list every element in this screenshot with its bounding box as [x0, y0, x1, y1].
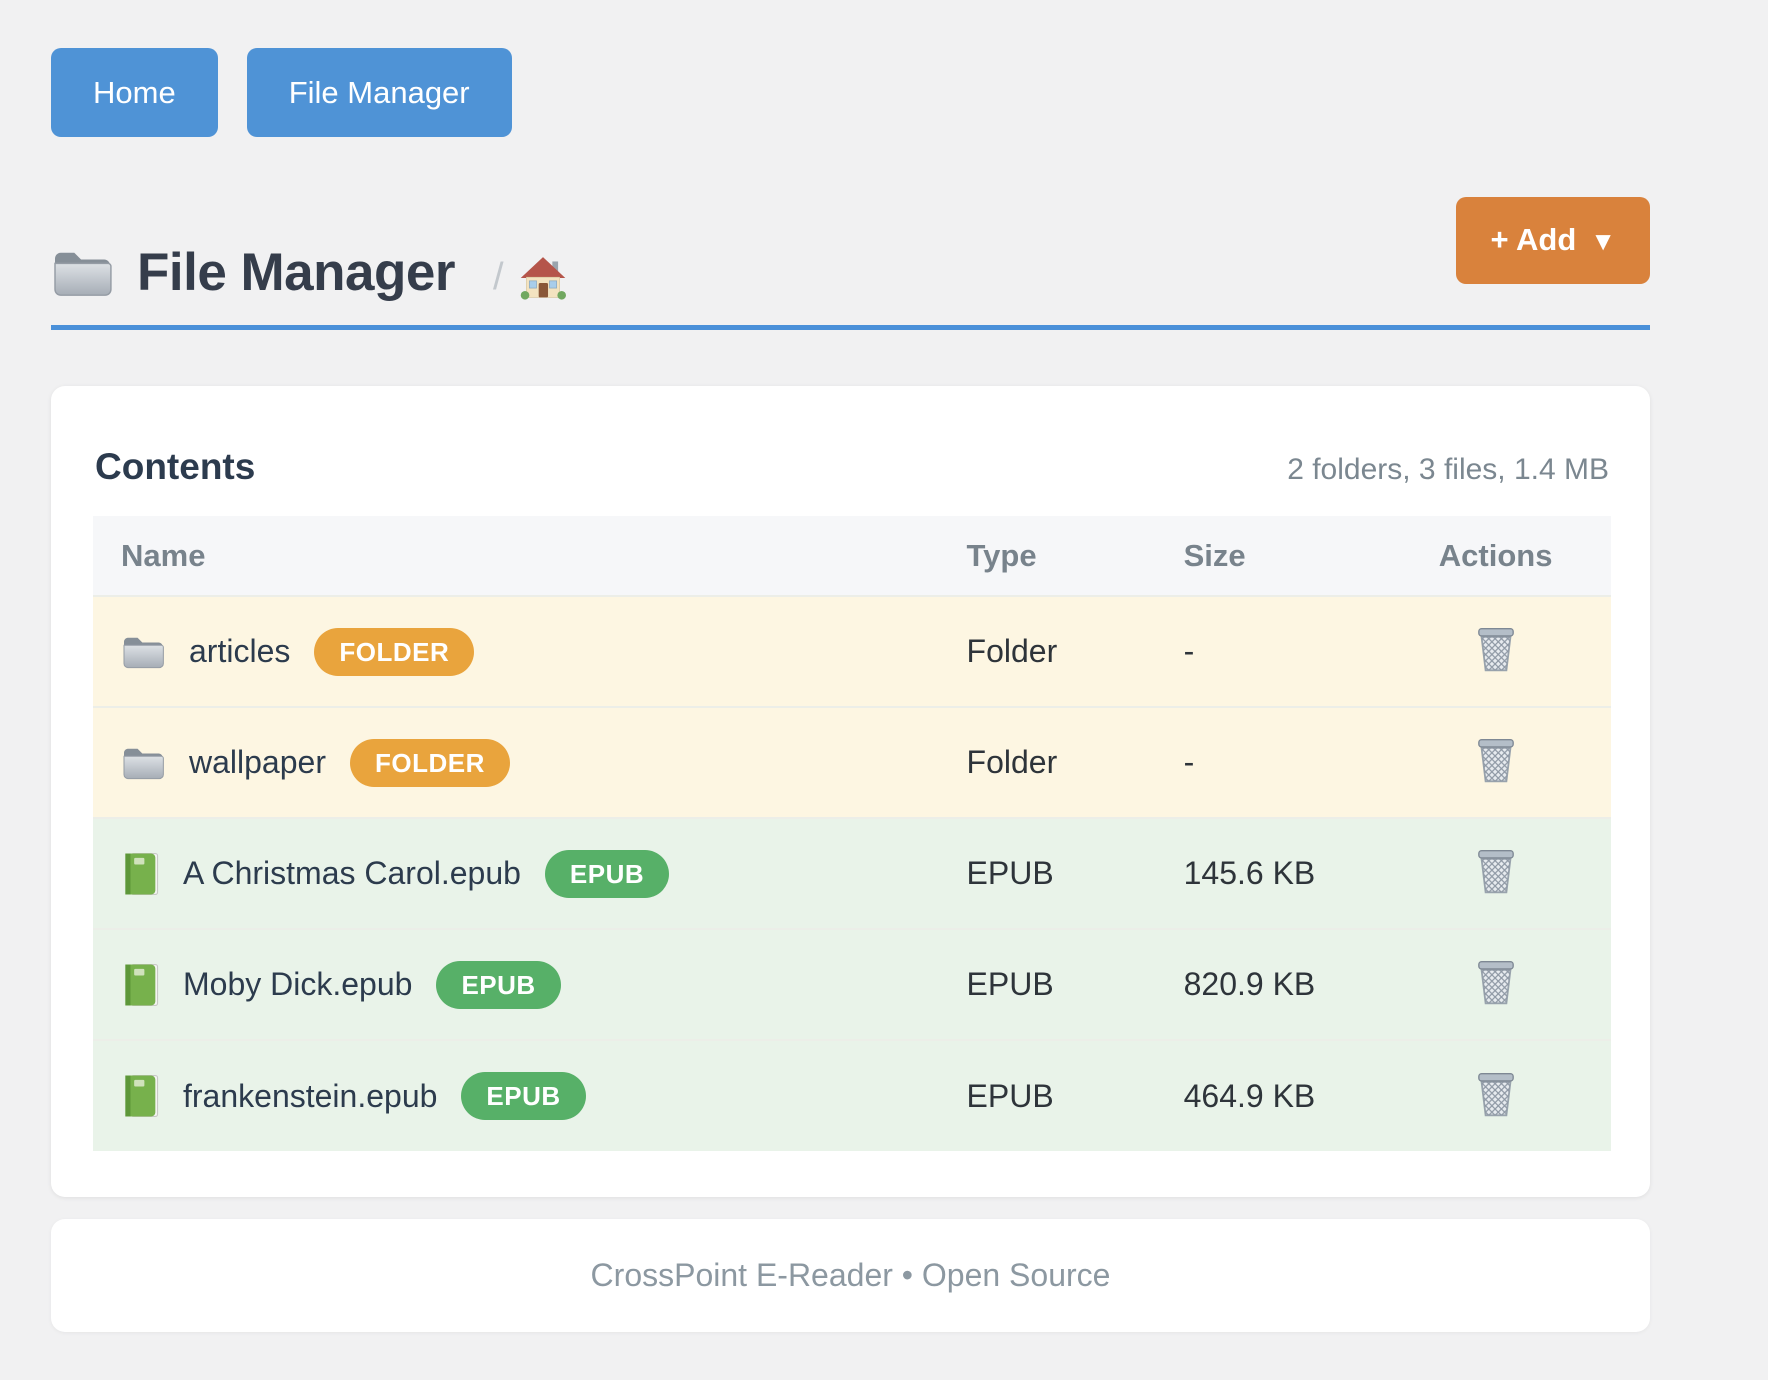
actions-cell	[1380, 928, 1611, 1040]
file-name: wallpaper	[189, 744, 326, 780]
size-cell: 820.9 KB	[1155, 928, 1381, 1040]
trash-icon	[1476, 848, 1516, 895]
add-button[interactable]: + Add ▼	[1456, 197, 1650, 284]
contents-heading: Contents	[95, 446, 256, 487]
type-badge: FOLDER	[314, 627, 475, 676]
column-header-name: Name	[93, 516, 939, 596]
breadcrumb-separator: /	[492, 255, 504, 298]
book-icon	[121, 963, 159, 1007]
table-head: Name Type Size Actions	[93, 516, 1611, 596]
actions-cell	[1380, 706, 1611, 818]
actions-cell	[1380, 595, 1611, 707]
type-badge: EPUB	[436, 960, 561, 1009]
name-cell: A Christmas Carol.epub EPUB	[93, 817, 939, 929]
size-cell: -	[1155, 595, 1381, 707]
name-cell: frankenstein.epub EPUB	[93, 1039, 939, 1151]
delete-button[interactable]	[1472, 622, 1520, 677]
page-title: File Manager	[137, 243, 455, 302]
title-wrap: File Manager /	[51, 241, 566, 305]
type-cell: Folder	[938, 595, 1156, 707]
type-cell: Folder	[938, 706, 1156, 818]
file-name: articles	[189, 633, 291, 669]
trash-icon	[1476, 959, 1516, 1006]
name-cell: Moby Dick.epub EPUB	[93, 928, 939, 1040]
contents-card-header: Contents 2 folders, 3 files, 1.4 MB	[93, 426, 1611, 516]
type-cell: EPUB	[938, 817, 1156, 929]
book-icon	[121, 852, 159, 896]
size-cell: -	[1155, 706, 1381, 818]
file-name: A Christmas Carol.epub	[183, 855, 521, 891]
actions-cell	[1380, 1039, 1611, 1151]
page: Home File Manager File Manager / + Add ▼ …	[51, 0, 1650, 1332]
nav-home-button[interactable]: Home	[51, 48, 218, 137]
column-header-size: Size	[1155, 516, 1381, 596]
delete-button[interactable]	[1472, 844, 1520, 899]
page-header: File Manager / + Add ▼	[51, 197, 1650, 330]
folder-icon	[51, 246, 113, 300]
house-icon[interactable]	[520, 255, 566, 301]
table-row[interactable]: articles FOLDER Folder -	[93, 595, 1611, 707]
type-cell: EPUB	[938, 928, 1156, 1040]
column-header-actions: Actions	[1380, 516, 1611, 596]
files-table: Name Type Size Actions articles FOLDER Fol…	[93, 516, 1611, 1151]
trash-icon	[1476, 1071, 1516, 1118]
table-row[interactable]: frankenstein.epub EPUB EPUB 464.9 KB	[93, 1039, 1611, 1151]
table-row[interactable]: A Christmas Carol.epub EPUB EPUB 145.6 KB	[93, 817, 1611, 929]
type-cell: EPUB	[938, 1039, 1156, 1151]
name-cell: articles FOLDER	[93, 595, 939, 707]
add-button-label: + Add	[1490, 222, 1577, 257]
table-body: articles FOLDER Folder - wallpaper FOLDER Fold…	[93, 595, 1611, 1151]
delete-button[interactable]	[1472, 955, 1520, 1010]
contents-summary: 2 folders, 3 files, 1.4 MB	[1287, 453, 1609, 486]
folder-icon	[121, 744, 165, 782]
footer: CrossPoint E-Reader • Open Source	[51, 1219, 1650, 1332]
file-name: frankenstein.epub	[183, 1077, 438, 1114]
file-name: Moby Dick.epub	[183, 966, 413, 1002]
column-header-type: Type	[938, 516, 1156, 596]
footer-text: CrossPoint E-Reader • Open Source	[590, 1257, 1111, 1293]
contents-card: Contents 2 folders, 3 files, 1.4 MB Name…	[51, 386, 1650, 1197]
name-cell: wallpaper FOLDER	[93, 706, 939, 818]
type-badge: EPUB	[544, 849, 670, 898]
type-badge: FOLDER	[349, 738, 510, 787]
folder-icon	[121, 633, 165, 671]
trash-icon	[1476, 626, 1516, 673]
nav-file-manager-button[interactable]: File Manager	[246, 48, 512, 137]
top-nav: Home File Manager	[51, 48, 1650, 137]
type-badge: EPUB	[461, 1072, 586, 1120]
trash-icon	[1476, 737, 1516, 784]
size-cell: 145.6 KB	[1155, 817, 1381, 929]
table-row[interactable]: Moby Dick.epub EPUB EPUB 820.9 KB	[93, 928, 1611, 1040]
actions-cell	[1380, 817, 1611, 929]
chevron-down-icon: ▼	[1590, 226, 1616, 256]
size-cell: 464.9 KB	[1155, 1039, 1381, 1151]
delete-button[interactable]	[1472, 1067, 1520, 1122]
table-row[interactable]: wallpaper FOLDER Folder -	[93, 706, 1611, 818]
book-icon	[121, 1074, 159, 1118]
delete-button[interactable]	[1472, 733, 1520, 788]
